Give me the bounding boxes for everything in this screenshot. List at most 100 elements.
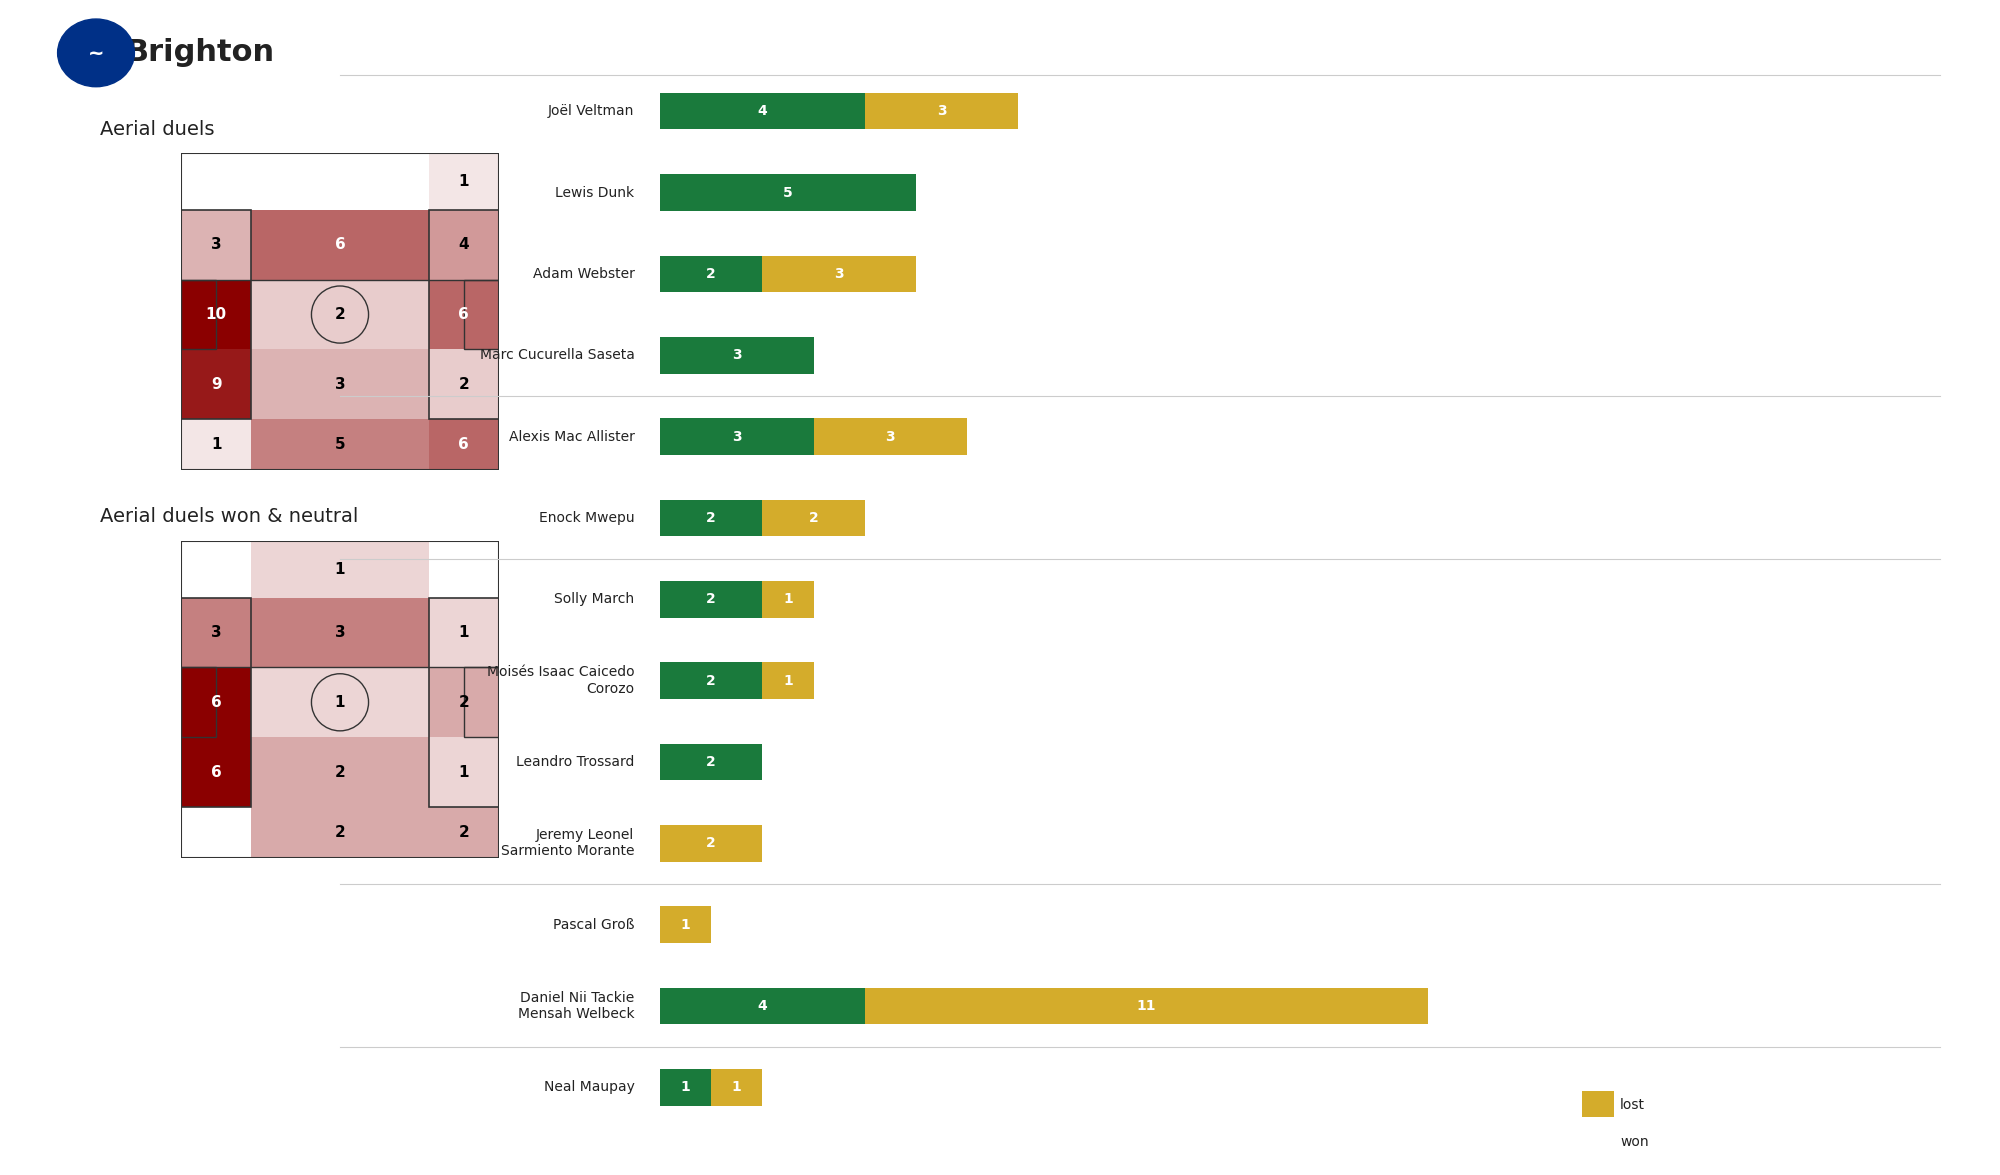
Bar — [182, 280, 216, 349]
Bar — [1582, 1128, 1614, 1154]
Text: 2: 2 — [334, 307, 346, 322]
Text: 3: 3 — [834, 267, 844, 281]
Text: 1: 1 — [458, 765, 468, 779]
Bar — [660, 1069, 712, 1106]
Bar — [762, 663, 814, 699]
Text: 2: 2 — [706, 673, 716, 687]
Bar — [428, 598, 498, 807]
Text: 4: 4 — [758, 105, 768, 119]
Bar — [428, 540, 498, 598]
Bar — [182, 807, 252, 858]
Bar — [252, 737, 428, 807]
Text: 3: 3 — [334, 377, 346, 391]
Bar — [428, 667, 498, 737]
Text: lost: lost — [1620, 1097, 1644, 1112]
Bar — [864, 93, 1018, 129]
Text: 6: 6 — [334, 237, 346, 253]
Bar — [428, 598, 498, 667]
Text: 1: 1 — [784, 592, 792, 606]
Bar — [428, 807, 498, 858]
Text: Pascal Groß: Pascal Groß — [552, 918, 634, 932]
Text: 5: 5 — [334, 437, 346, 452]
Text: 1: 1 — [732, 1080, 742, 1094]
Bar — [252, 598, 428, 667]
Text: Marc Cucurella Saseta: Marc Cucurella Saseta — [480, 348, 634, 362]
Text: 2: 2 — [458, 825, 470, 840]
Text: 1: 1 — [458, 174, 468, 189]
Text: 4: 4 — [458, 237, 470, 253]
Circle shape — [58, 19, 134, 87]
Text: 1: 1 — [784, 673, 792, 687]
Bar — [252, 667, 428, 737]
Bar — [660, 744, 762, 780]
Bar — [660, 580, 762, 618]
Text: 6: 6 — [458, 437, 470, 452]
Bar — [864, 988, 1428, 1025]
Text: 3: 3 — [732, 430, 742, 443]
Text: 6: 6 — [458, 307, 470, 322]
Text: Moisés Isaac Caicedo
Corozo: Moisés Isaac Caicedo Corozo — [486, 665, 634, 696]
Text: 1: 1 — [680, 918, 690, 932]
Text: Lewis Dunk: Lewis Dunk — [556, 186, 634, 200]
Bar — [182, 153, 252, 210]
Bar — [252, 349, 428, 419]
Bar — [660, 337, 814, 374]
Bar — [660, 256, 762, 293]
Bar — [762, 580, 814, 618]
Bar — [428, 419, 498, 470]
Text: 3: 3 — [334, 625, 346, 640]
Text: 1: 1 — [334, 562, 346, 577]
Text: 2: 2 — [808, 511, 818, 525]
Bar — [182, 210, 252, 419]
Bar — [814, 418, 968, 455]
Bar — [182, 280, 252, 349]
Text: 1: 1 — [680, 1080, 690, 1094]
Bar — [660, 93, 864, 129]
Text: 2: 2 — [334, 765, 346, 779]
Bar — [428, 153, 498, 210]
Text: 2: 2 — [334, 825, 346, 840]
Bar — [762, 499, 864, 536]
Text: 9: 9 — [210, 377, 222, 391]
Text: 6: 6 — [210, 765, 222, 779]
Text: Leandro Trossard: Leandro Trossard — [516, 756, 634, 768]
Bar — [464, 280, 498, 349]
Text: 3: 3 — [732, 348, 742, 362]
Bar — [252, 210, 428, 280]
Text: 1: 1 — [334, 694, 346, 710]
Text: Neal Maupay: Neal Maupay — [544, 1080, 634, 1094]
Bar — [428, 349, 498, 419]
Text: 11: 11 — [1136, 999, 1156, 1013]
Text: 5: 5 — [784, 186, 792, 200]
Bar — [182, 349, 252, 419]
Bar — [252, 153, 428, 210]
Bar — [182, 210, 252, 280]
Text: Enock Mwepu: Enock Mwepu — [538, 511, 634, 525]
Text: 1: 1 — [212, 437, 222, 452]
Text: 2: 2 — [706, 267, 716, 281]
Text: 2: 2 — [458, 377, 470, 391]
Bar — [660, 418, 814, 455]
Bar — [660, 499, 762, 536]
Bar — [660, 663, 762, 699]
Text: Aerial duels: Aerial duels — [100, 120, 214, 139]
Bar — [252, 419, 428, 470]
Text: 2: 2 — [706, 756, 716, 768]
Text: Daniel Nii Tackie
Mensah Welbeck: Daniel Nii Tackie Mensah Welbeck — [518, 991, 634, 1021]
Text: Adam Webster: Adam Webster — [532, 267, 634, 281]
Text: 2: 2 — [706, 511, 716, 525]
Bar — [182, 598, 252, 807]
Bar — [762, 256, 916, 293]
Bar — [182, 737, 252, 807]
Text: 2: 2 — [458, 694, 470, 710]
Text: Aerial duels won & neutral: Aerial duels won & neutral — [100, 508, 358, 526]
Text: 3: 3 — [886, 430, 896, 443]
Bar — [660, 906, 712, 942]
Text: 3: 3 — [936, 105, 946, 119]
Text: won: won — [1620, 1135, 1648, 1149]
Text: 3: 3 — [210, 237, 222, 253]
Bar — [182, 667, 216, 737]
Text: Jeremy Leonel
Sarmiento Morante: Jeremy Leonel Sarmiento Morante — [500, 828, 634, 859]
Bar — [712, 1069, 762, 1106]
Bar — [660, 174, 916, 210]
